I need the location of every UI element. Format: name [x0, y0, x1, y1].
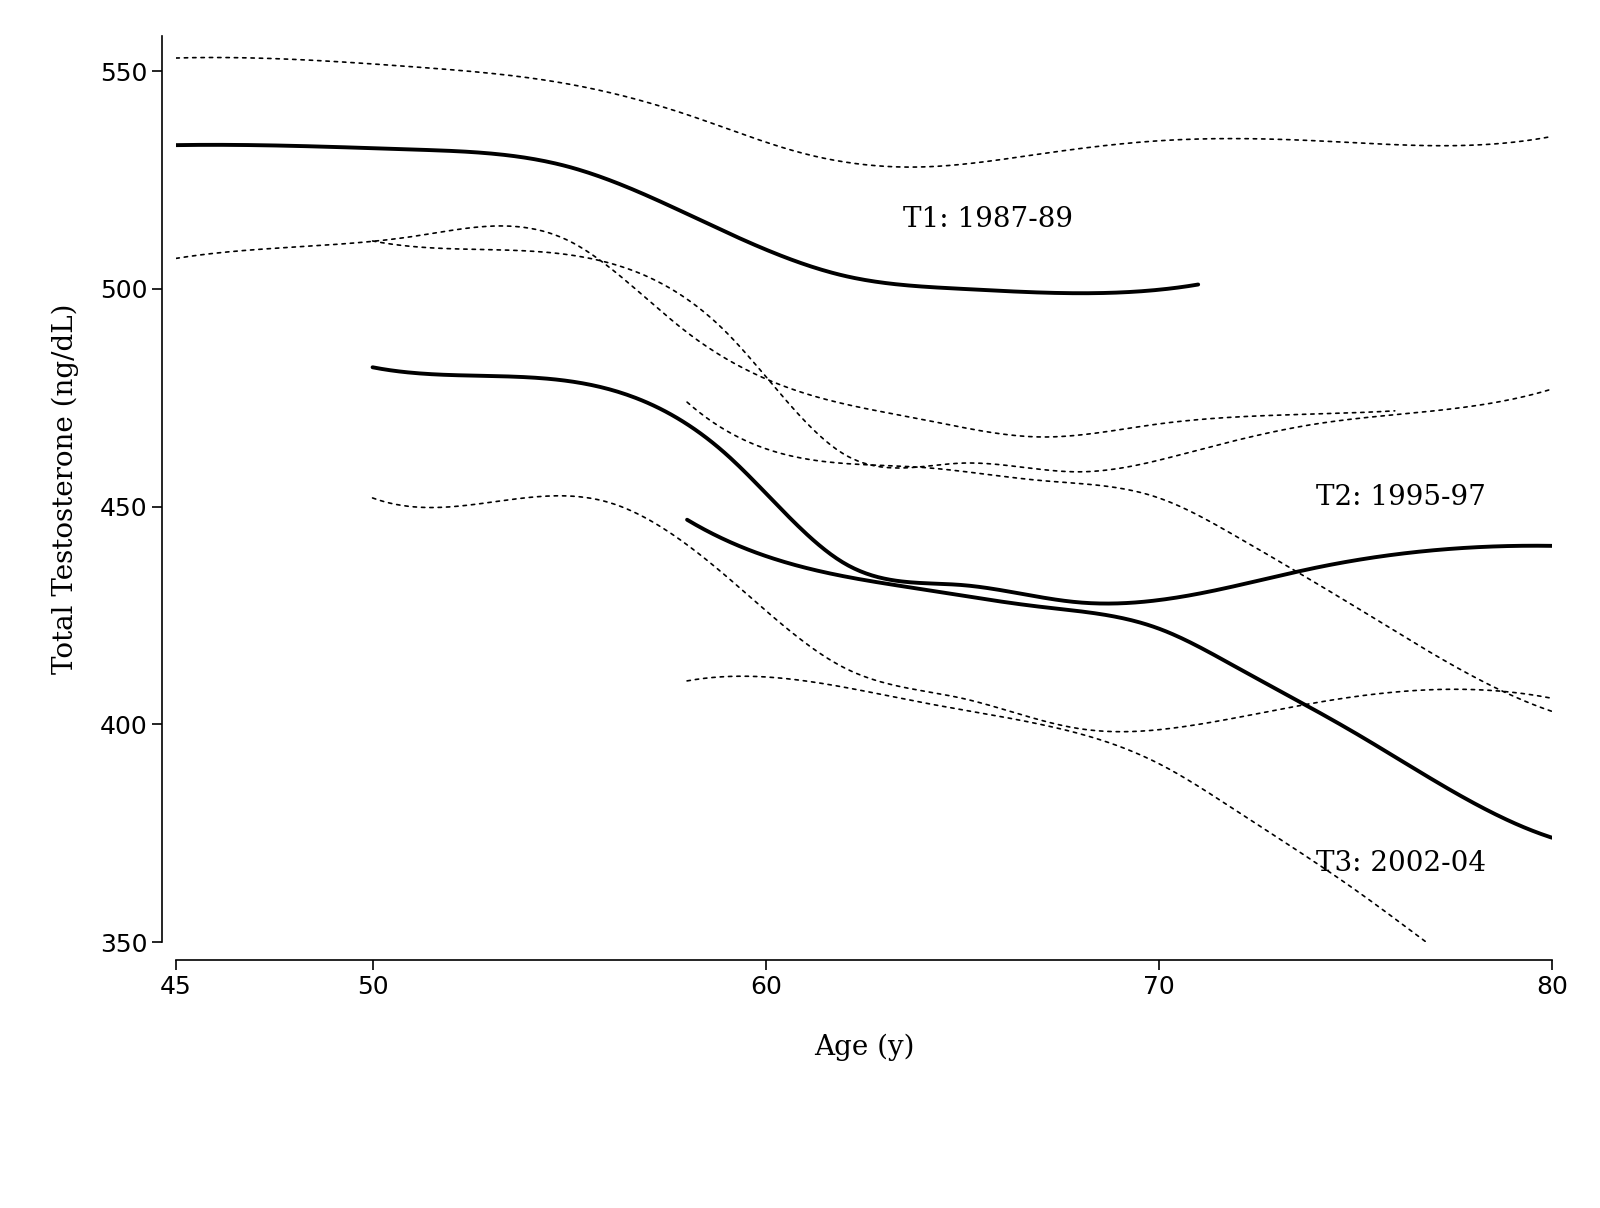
Y-axis label: Total Testosterone (ng/dL): Total Testosterone (ng/dL): [51, 304, 78, 674]
Text: T1: 1987-89: T1: 1987-89: [904, 205, 1074, 233]
Text: T3: 2002-04: T3: 2002-04: [1317, 850, 1486, 877]
Text: T2: 1995-97: T2: 1995-97: [1317, 484, 1486, 511]
X-axis label: Age (y): Age (y): [814, 1034, 914, 1061]
